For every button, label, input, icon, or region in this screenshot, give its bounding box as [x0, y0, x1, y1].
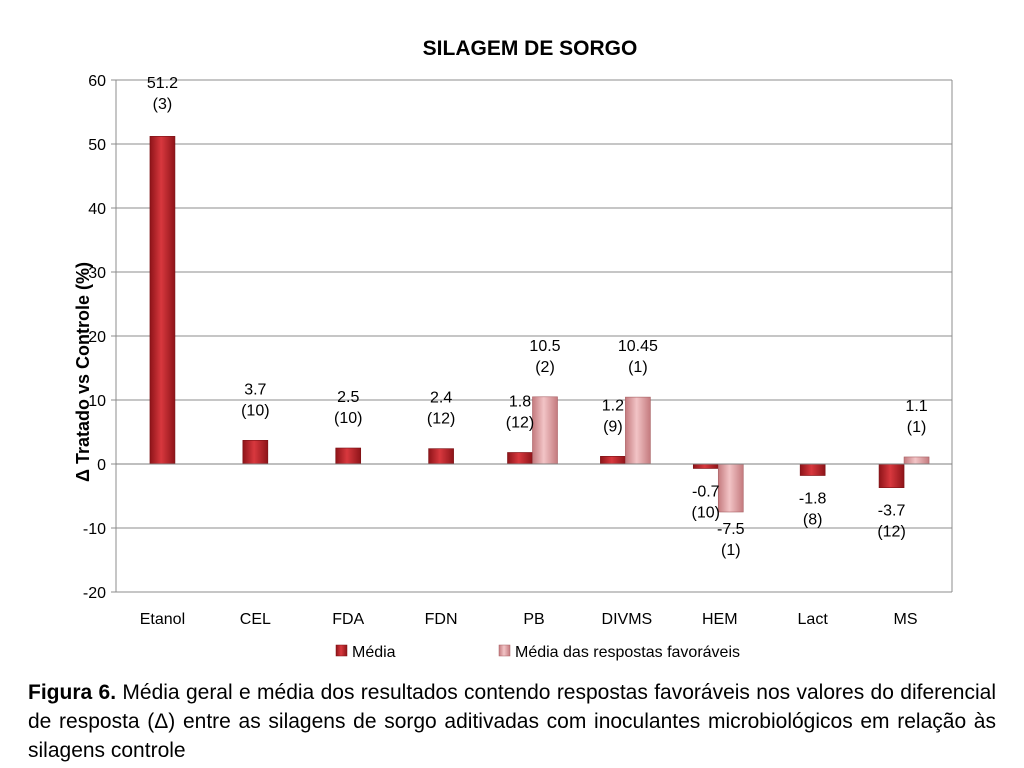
- legend-label-media: Média: [352, 644, 396, 661]
- label-media-count: (10): [692, 504, 720, 521]
- y-tick-label: 10: [88, 393, 106, 410]
- y-tick-label: 30: [88, 265, 106, 282]
- bar-media: [600, 456, 626, 465]
- y-tick-label: 50: [88, 137, 106, 154]
- caption-label: Figura 6.: [28, 681, 117, 704]
- bar-favoraveis: [717, 463, 744, 513]
- bar-chart-svg: SILAGEM DE SORGO -20 -10 0 10 20 30 40 50 60 51.…: [73, 37, 953, 661]
- bar-favoraveis: [625, 396, 651, 465]
- bar-media: [692, 463, 719, 469]
- x-tick-label: Lact: [798, 611, 829, 628]
- y-tick-label: 60: [88, 73, 106, 90]
- bar-media: [242, 440, 269, 465]
- bar-favoraveis: [532, 396, 558, 465]
- y-tick-label: 20: [88, 329, 106, 346]
- label-media-value: 1.8: [509, 393, 531, 410]
- label-media-count: (10): [334, 410, 362, 427]
- x-tick-label: FDA: [332, 611, 364, 628]
- label-favoraveis-value: 10.5: [529, 338, 560, 355]
- bar-favoraveis: [903, 456, 930, 465]
- legend: Média Média das respostas favoráveis: [335, 644, 740, 661]
- x-tick-label: PB: [523, 611, 544, 628]
- label-favoraveis-value: 10.45: [618, 338, 658, 355]
- label-favoraveis-count: (1): [907, 419, 927, 436]
- bar-media: [799, 463, 826, 476]
- label-media-count: (10): [241, 402, 269, 419]
- caption-text: Média geral e média dos resultados conte…: [28, 681, 996, 762]
- label-media-count: (3): [153, 96, 173, 113]
- x-axis-categories: Etanol CEL FDA FDN PB DIVMS HEM Lact MS: [140, 611, 918, 628]
- label-media-value: -3.7: [878, 503, 906, 520]
- label-media-count: (12): [506, 414, 534, 431]
- label-favoraveis-count: (1): [628, 359, 648, 376]
- x-tick-label: MS: [894, 611, 918, 628]
- bar-media: [507, 452, 533, 465]
- data-labels: 51.2 (3) 3.7 (10) 2.5 (10) 2.4 (12) 1.8 (12) 10.5 (…: [147, 75, 928, 559]
- label-media-count: (12): [427, 411, 455, 428]
- label-media-value: -0.7: [692, 483, 720, 500]
- bar-media: [428, 448, 454, 465]
- x-tick-label: Etanol: [140, 611, 185, 628]
- label-media-count: (8): [803, 512, 823, 529]
- bars: [116, 136, 952, 513]
- label-media-value: 1.2: [602, 397, 624, 414]
- y-tick-label: 0: [97, 457, 106, 474]
- label-media-count: (12): [877, 524, 905, 541]
- x-tick-label: CEL: [240, 611, 271, 628]
- legend-label-favoraveis: Média das respostas favoráveis: [515, 644, 740, 661]
- bar-media: [335, 447, 362, 465]
- legend-swatch-media: [335, 644, 348, 657]
- y-axis: -20 -10 0 10 20 30 40 50 60: [83, 73, 953, 602]
- label-media-value: -1.8: [799, 491, 827, 508]
- label-favoraveis-value: -7.5: [717, 521, 745, 538]
- label-media-value: 3.7: [244, 381, 266, 398]
- legend-swatch-favoraveis: [498, 644, 511, 657]
- x-tick-label: FDN: [425, 611, 458, 628]
- label-media-value: 51.2: [147, 75, 178, 92]
- x-tick-label: DIVMS: [602, 611, 653, 628]
- x-tick-label: HEM: [702, 611, 738, 628]
- y-tick-label: 40: [88, 201, 106, 218]
- label-favoraveis-count: (2): [535, 359, 555, 376]
- y-tick-label: -20: [83, 585, 106, 602]
- chart: SILAGEM DE SORGO -20 -10 0 10 20 30 40 50 60 51.…: [73, 37, 953, 661]
- gridlines: [116, 79, 952, 593]
- bar-media: [878, 463, 905, 488]
- label-media-value: 2.5: [337, 389, 359, 406]
- chart-title: SILAGEM DE SORGO: [423, 37, 638, 60]
- label-favoraveis-count: (1): [721, 542, 741, 559]
- label-media-value: 2.4: [430, 390, 452, 407]
- y-axis-title: Δ Tratado vs Controle (%): [73, 262, 93, 482]
- bar-media: [149, 136, 176, 465]
- y-tick-label: -10: [83, 521, 106, 538]
- label-favoraveis-value: 1.1: [905, 398, 927, 415]
- figure-caption: Figura 6. Média geral e média dos result…: [28, 678, 996, 765]
- label-media-count: (9): [603, 418, 623, 435]
